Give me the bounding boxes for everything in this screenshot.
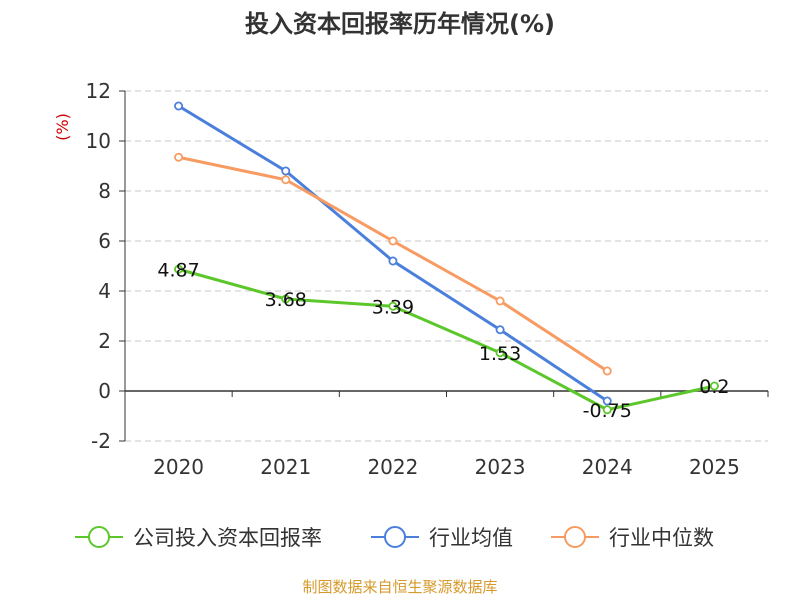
data-point <box>388 301 398 311</box>
data-label: -0.75 <box>583 400 632 422</box>
legend-item[interactable]: 行业均值 <box>371 526 513 550</box>
y-tick-label: 2 <box>98 329 111 353</box>
chart-title: 投入资本回报率历年情况(%) <box>245 10 555 38</box>
data-point <box>281 175 291 185</box>
y-tick-label: 4 <box>98 279 111 303</box>
y-axis-label: (%) <box>53 113 72 141</box>
x-tick-label: 2024 <box>582 455 633 479</box>
data-point <box>495 296 505 306</box>
legend-item[interactable]: 行业中位数 <box>551 526 714 550</box>
y-tick-label: 6 <box>98 229 111 253</box>
y-tick-label: 10 <box>86 129 111 153</box>
data-labels: 4.87 3.68 3.39 1.53 -0.75 0.2 <box>157 259 729 422</box>
data-point <box>174 152 184 162</box>
legend: 公司投入资本回报率 行业均值 行业中位数 <box>75 526 714 550</box>
series-line <box>177 104 609 403</box>
data-point <box>174 264 184 274</box>
legend-label: 公司投入资本回报率 <box>133 526 322 550</box>
x-tick-label: 2025 <box>689 455 740 479</box>
x-tick-label: 2022 <box>367 455 418 479</box>
legend-marker-icon <box>88 526 110 548</box>
series-line <box>178 267 715 412</box>
y-tick-label: 0 <box>98 379 111 403</box>
data-point <box>709 381 719 391</box>
legend-item[interactable]: 公司投入资本回报率 <box>75 526 322 550</box>
data-point <box>174 101 184 111</box>
y-tick-label: 8 <box>98 179 111 203</box>
legend-marker-icon <box>384 526 406 548</box>
x-tick-label: 2023 <box>475 455 526 479</box>
data-point <box>602 405 612 415</box>
legend-marker-icon <box>564 526 586 548</box>
axes: -2 0 2 4 6 8 10 12 2020 2021 2022 2023 2024 2025 <box>86 79 769 479</box>
y-tick-label: -2 <box>91 429 111 453</box>
legend-label: 行业均值 <box>429 526 513 550</box>
data-point <box>602 396 612 406</box>
x-tick-label: 2021 <box>260 455 311 479</box>
data-label: 4.87 <box>157 259 199 281</box>
y-tick-label: 12 <box>86 79 111 103</box>
data-point <box>388 236 398 246</box>
data-point <box>281 166 291 176</box>
data-label: 1.53 <box>479 343 521 365</box>
data-point <box>602 366 612 376</box>
x-tick-label: 2020 <box>153 455 204 479</box>
data-label: 0.2 <box>699 376 729 398</box>
data-label: 3.39 <box>372 296 414 318</box>
series <box>174 101 719 415</box>
data-point <box>388 256 398 266</box>
data-label: 3.68 <box>265 289 307 311</box>
legend-label: 行业中位数 <box>609 526 714 550</box>
data-point <box>495 325 505 335</box>
data-point <box>281 294 291 304</box>
gridlines <box>125 90 768 442</box>
data-point <box>495 348 505 358</box>
source-note: 制图数据来自恒生聚源数据库 <box>302 578 497 596</box>
